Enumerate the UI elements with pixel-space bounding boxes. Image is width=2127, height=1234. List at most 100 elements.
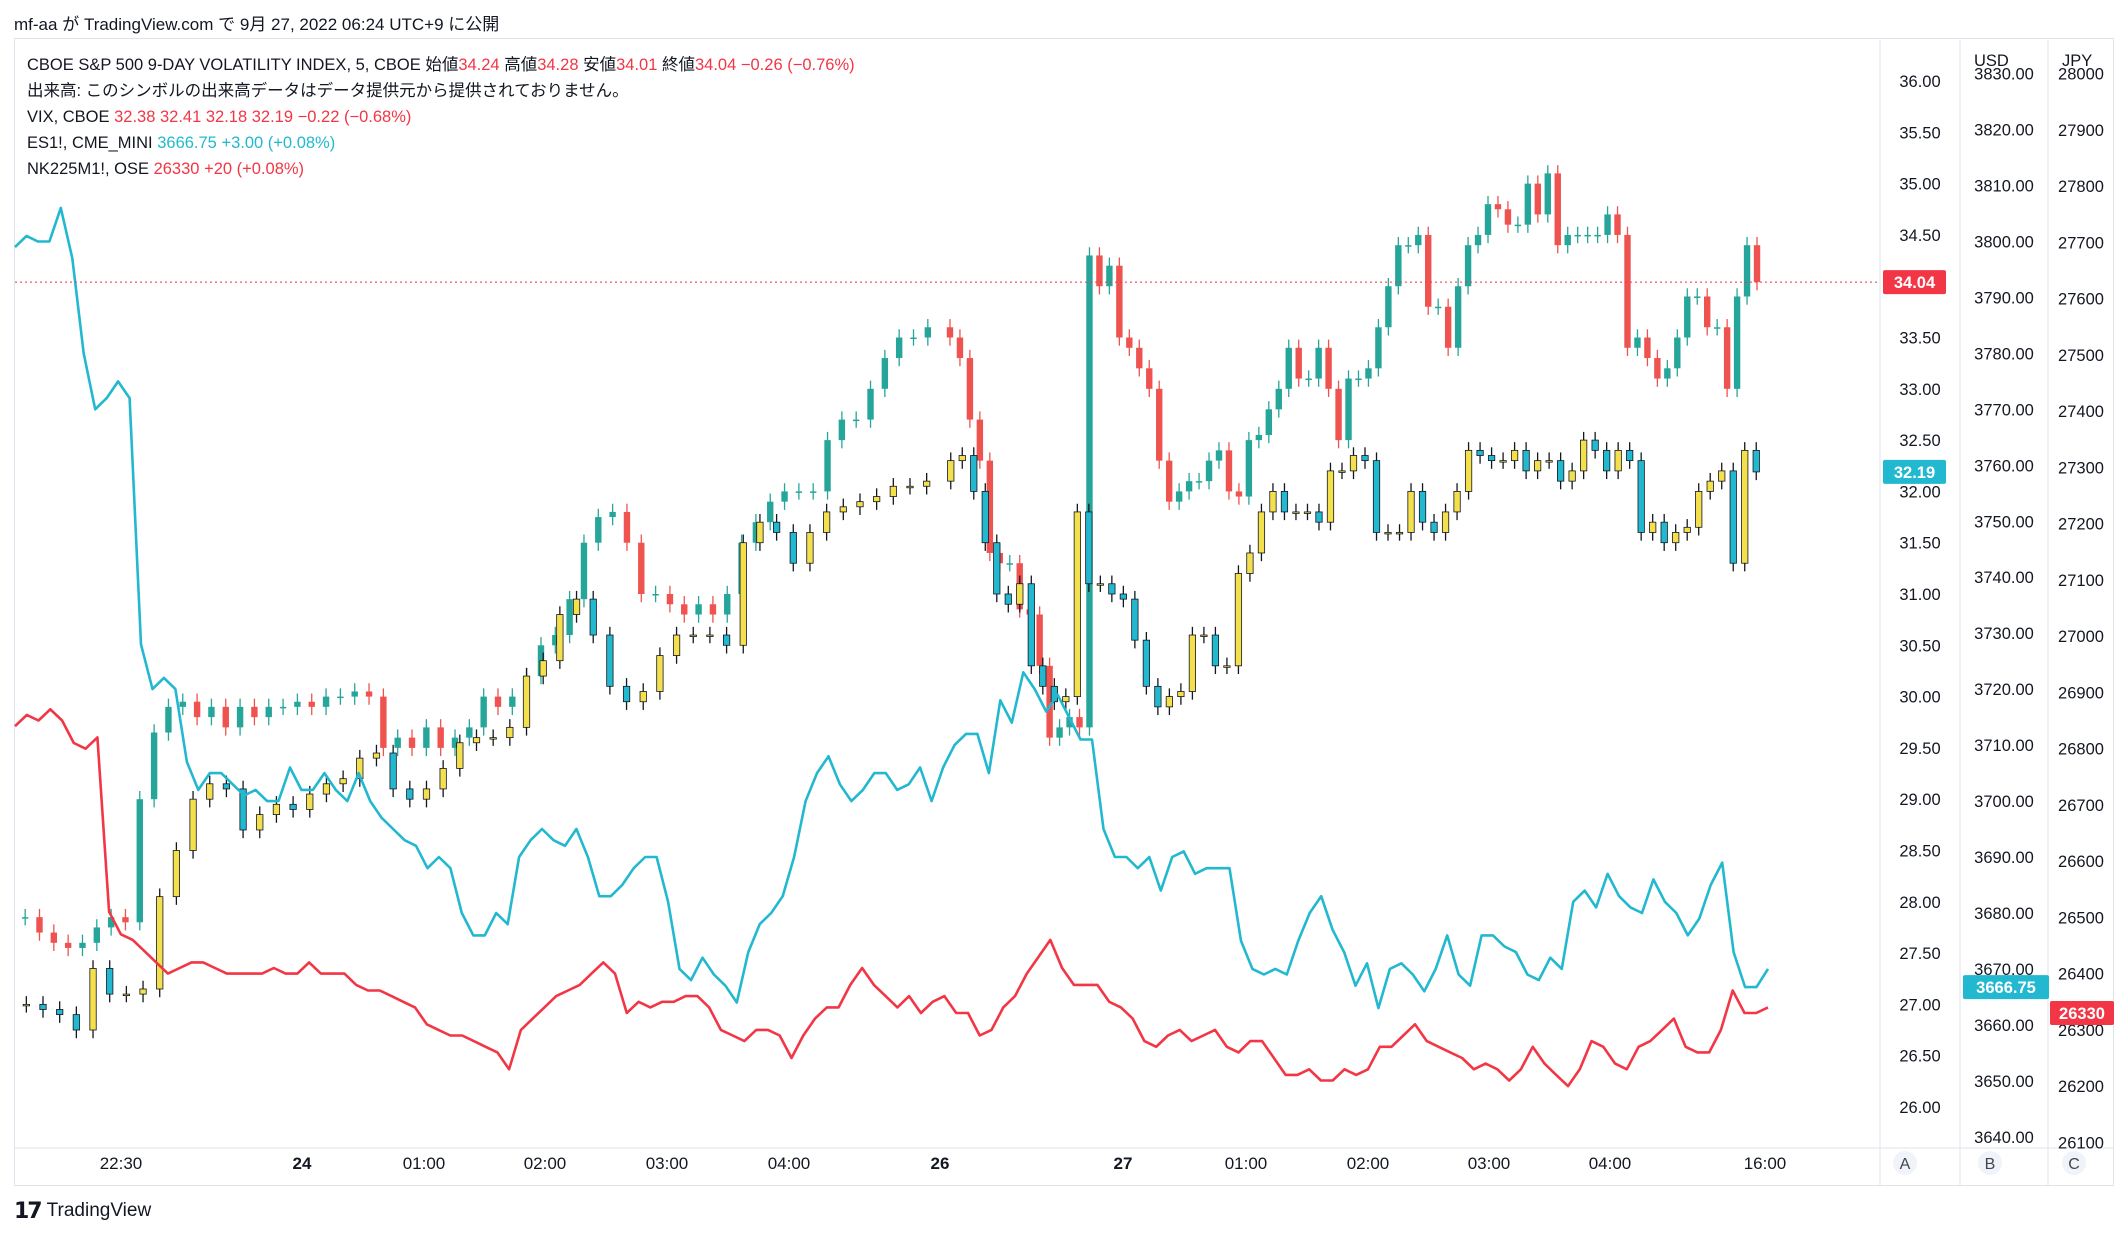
vix9d-candle: [1126, 337, 1133, 348]
axis-B-tick-label: 3670.00: [1974, 961, 2034, 979]
vix9d-candle: [193, 701, 201, 718]
vix-candle: [1269, 491, 1277, 513]
vix9d-candle: [64, 942, 72, 948]
site-name[interactable]: TradingView.com: [83, 15, 214, 34]
vix-candle: [1062, 696, 1070, 703]
vix-candle: [1177, 691, 1185, 697]
vix9d-candle: [408, 737, 416, 748]
legend-main-row[interactable]: CBOE S&P 500 9-DAY VOLATILITY INDEX, 5, …: [27, 52, 855, 78]
axis-A-tick-label: 35.00: [1899, 176, 1940, 194]
vix9d-candle: [165, 706, 172, 733]
vix9d-candle: [1106, 265, 1113, 287]
vix-candle: [1211, 634, 1220, 667]
vix9d-candle: [1305, 378, 1312, 381]
vix9d-candle: [21, 917, 29, 919]
vix9d-candle: [1325, 347, 1332, 389]
axis-A-tick-label: 35.50: [1899, 124, 1940, 142]
vix9d-candle: [1564, 234, 1571, 246]
vix-candle: [1384, 532, 1392, 535]
vix9d-candle: [595, 517, 602, 543]
vix9d-candle: [1634, 337, 1641, 348]
vix-candle: [839, 506, 847, 513]
vix-candle: [439, 768, 447, 790]
legend-vix-row[interactable]: VIX, CBOE 32.38 32.41 32.18 32.19 −0.22 …: [27, 104, 855, 130]
vix-candle: [1188, 634, 1197, 692]
vix9d-candle: [1345, 378, 1352, 441]
vix9d-candle: [1444, 306, 1452, 348]
vix9d-candle: [1604, 214, 1611, 235]
vix9d-candle: [1554, 173, 1561, 246]
vix9d-candle: [1056, 727, 1063, 738]
vix9d-candle: [1704, 296, 1711, 328]
vix9d-candle: [724, 594, 731, 615]
vix9d-candle: [1674, 337, 1681, 369]
vix-candle: [1395, 532, 1404, 535]
vix9d-candle: [1116, 265, 1123, 338]
vix-candle: [1223, 665, 1231, 668]
vix-candle: [1660, 521, 1668, 544]
vix9d-candle: [279, 706, 287, 709]
vix9d-candle: [1385, 286, 1392, 328]
vix9d-candle: [222, 706, 229, 728]
x-tick-label: 04:00: [1589, 1154, 1632, 1173]
vix9d-candle: [1415, 234, 1422, 246]
vix-candle: [773, 521, 781, 533]
nk225-line: [14, 708, 1769, 1088]
axis-C-tick-label: 27200: [2058, 516, 2104, 534]
vix-candle: [406, 788, 414, 800]
vix-candle: [639, 691, 647, 703]
publisher-name[interactable]: mf-aa: [14, 15, 58, 34]
axis-A-tick-label: 27.50: [1899, 945, 1940, 963]
axis-B-tick-label: 3820.00: [1974, 122, 2034, 140]
close-value: 34.04: [694, 56, 737, 74]
vix9d-candle: [1514, 224, 1522, 227]
legend-es-row[interactable]: ES1!, CME_MINI 3666.75 +3.00 (+0.08%): [27, 130, 855, 156]
vix-symbol: VIX, CBOE: [27, 108, 110, 126]
vix9d-candle: [1225, 450, 1233, 492]
chart-frame[interactable]: [14, 38, 2114, 1186]
axis-C-tick-label: 27400: [2058, 403, 2104, 421]
vix-candle: [256, 814, 264, 831]
vix9d-candle: [1484, 204, 1492, 235]
vix-candle: [589, 598, 597, 636]
legend-nk-row[interactable]: NK225M1!, OSE 26330 +20 (+0.08%): [27, 156, 855, 182]
vix9d-candle: [1713, 327, 1721, 329]
vix-candle: [873, 496, 881, 503]
vix-candle: [756, 521, 764, 544]
vix9d-candle: [795, 491, 803, 493]
price-tag-nk: [2050, 1001, 2114, 1026]
vix-candle: [1085, 511, 1093, 585]
axis-C-tick-label: 27000: [2058, 628, 2104, 646]
vix9d-candle: [1684, 296, 1691, 338]
vix-candle: [1441, 511, 1450, 533]
vix9d-candle: [810, 491, 817, 493]
x-tick-label: 27: [1114, 1154, 1133, 1173]
vix-candle: [139, 988, 147, 995]
high-value: 34.28: [537, 56, 579, 74]
vix-candle: [172, 850, 180, 898]
vix9d-candle: [623, 511, 631, 543]
vix9d-candle: [423, 727, 430, 748]
vix-candle: [1626, 449, 1634, 462]
axis-B-tick-label: 3770.00: [1974, 401, 2034, 419]
vix-candle: [1464, 449, 1473, 492]
vix9d-candle: [1245, 440, 1253, 497]
vix-candle: [606, 634, 614, 687]
vix9d-candle: [1285, 347, 1292, 389]
vix-candle: [656, 655, 664, 692]
vix-candle: [1246, 552, 1254, 574]
vix-candle: [522, 675, 531, 728]
vix9d-candle: [1454, 286, 1462, 348]
vix-candle: [1545, 460, 1553, 463]
chart-legend: CBOE S&P 500 9-DAY VOLATILITY INDEX, 5, …: [27, 52, 855, 182]
vix-candle: [1096, 583, 1104, 586]
axis-B-tick-label: 3760.00: [1974, 457, 2034, 475]
vix-candle: [1407, 491, 1415, 533]
vix-candle: [1499, 460, 1507, 463]
vix-candle: [1326, 470, 1335, 523]
brand-footer[interactable]: 𝟭𝟳 TradingView: [14, 1198, 151, 1224]
vix-candle: [1510, 449, 1519, 462]
vix9d-candle: [1175, 491, 1183, 502]
vix-candle: [1131, 598, 1139, 641]
